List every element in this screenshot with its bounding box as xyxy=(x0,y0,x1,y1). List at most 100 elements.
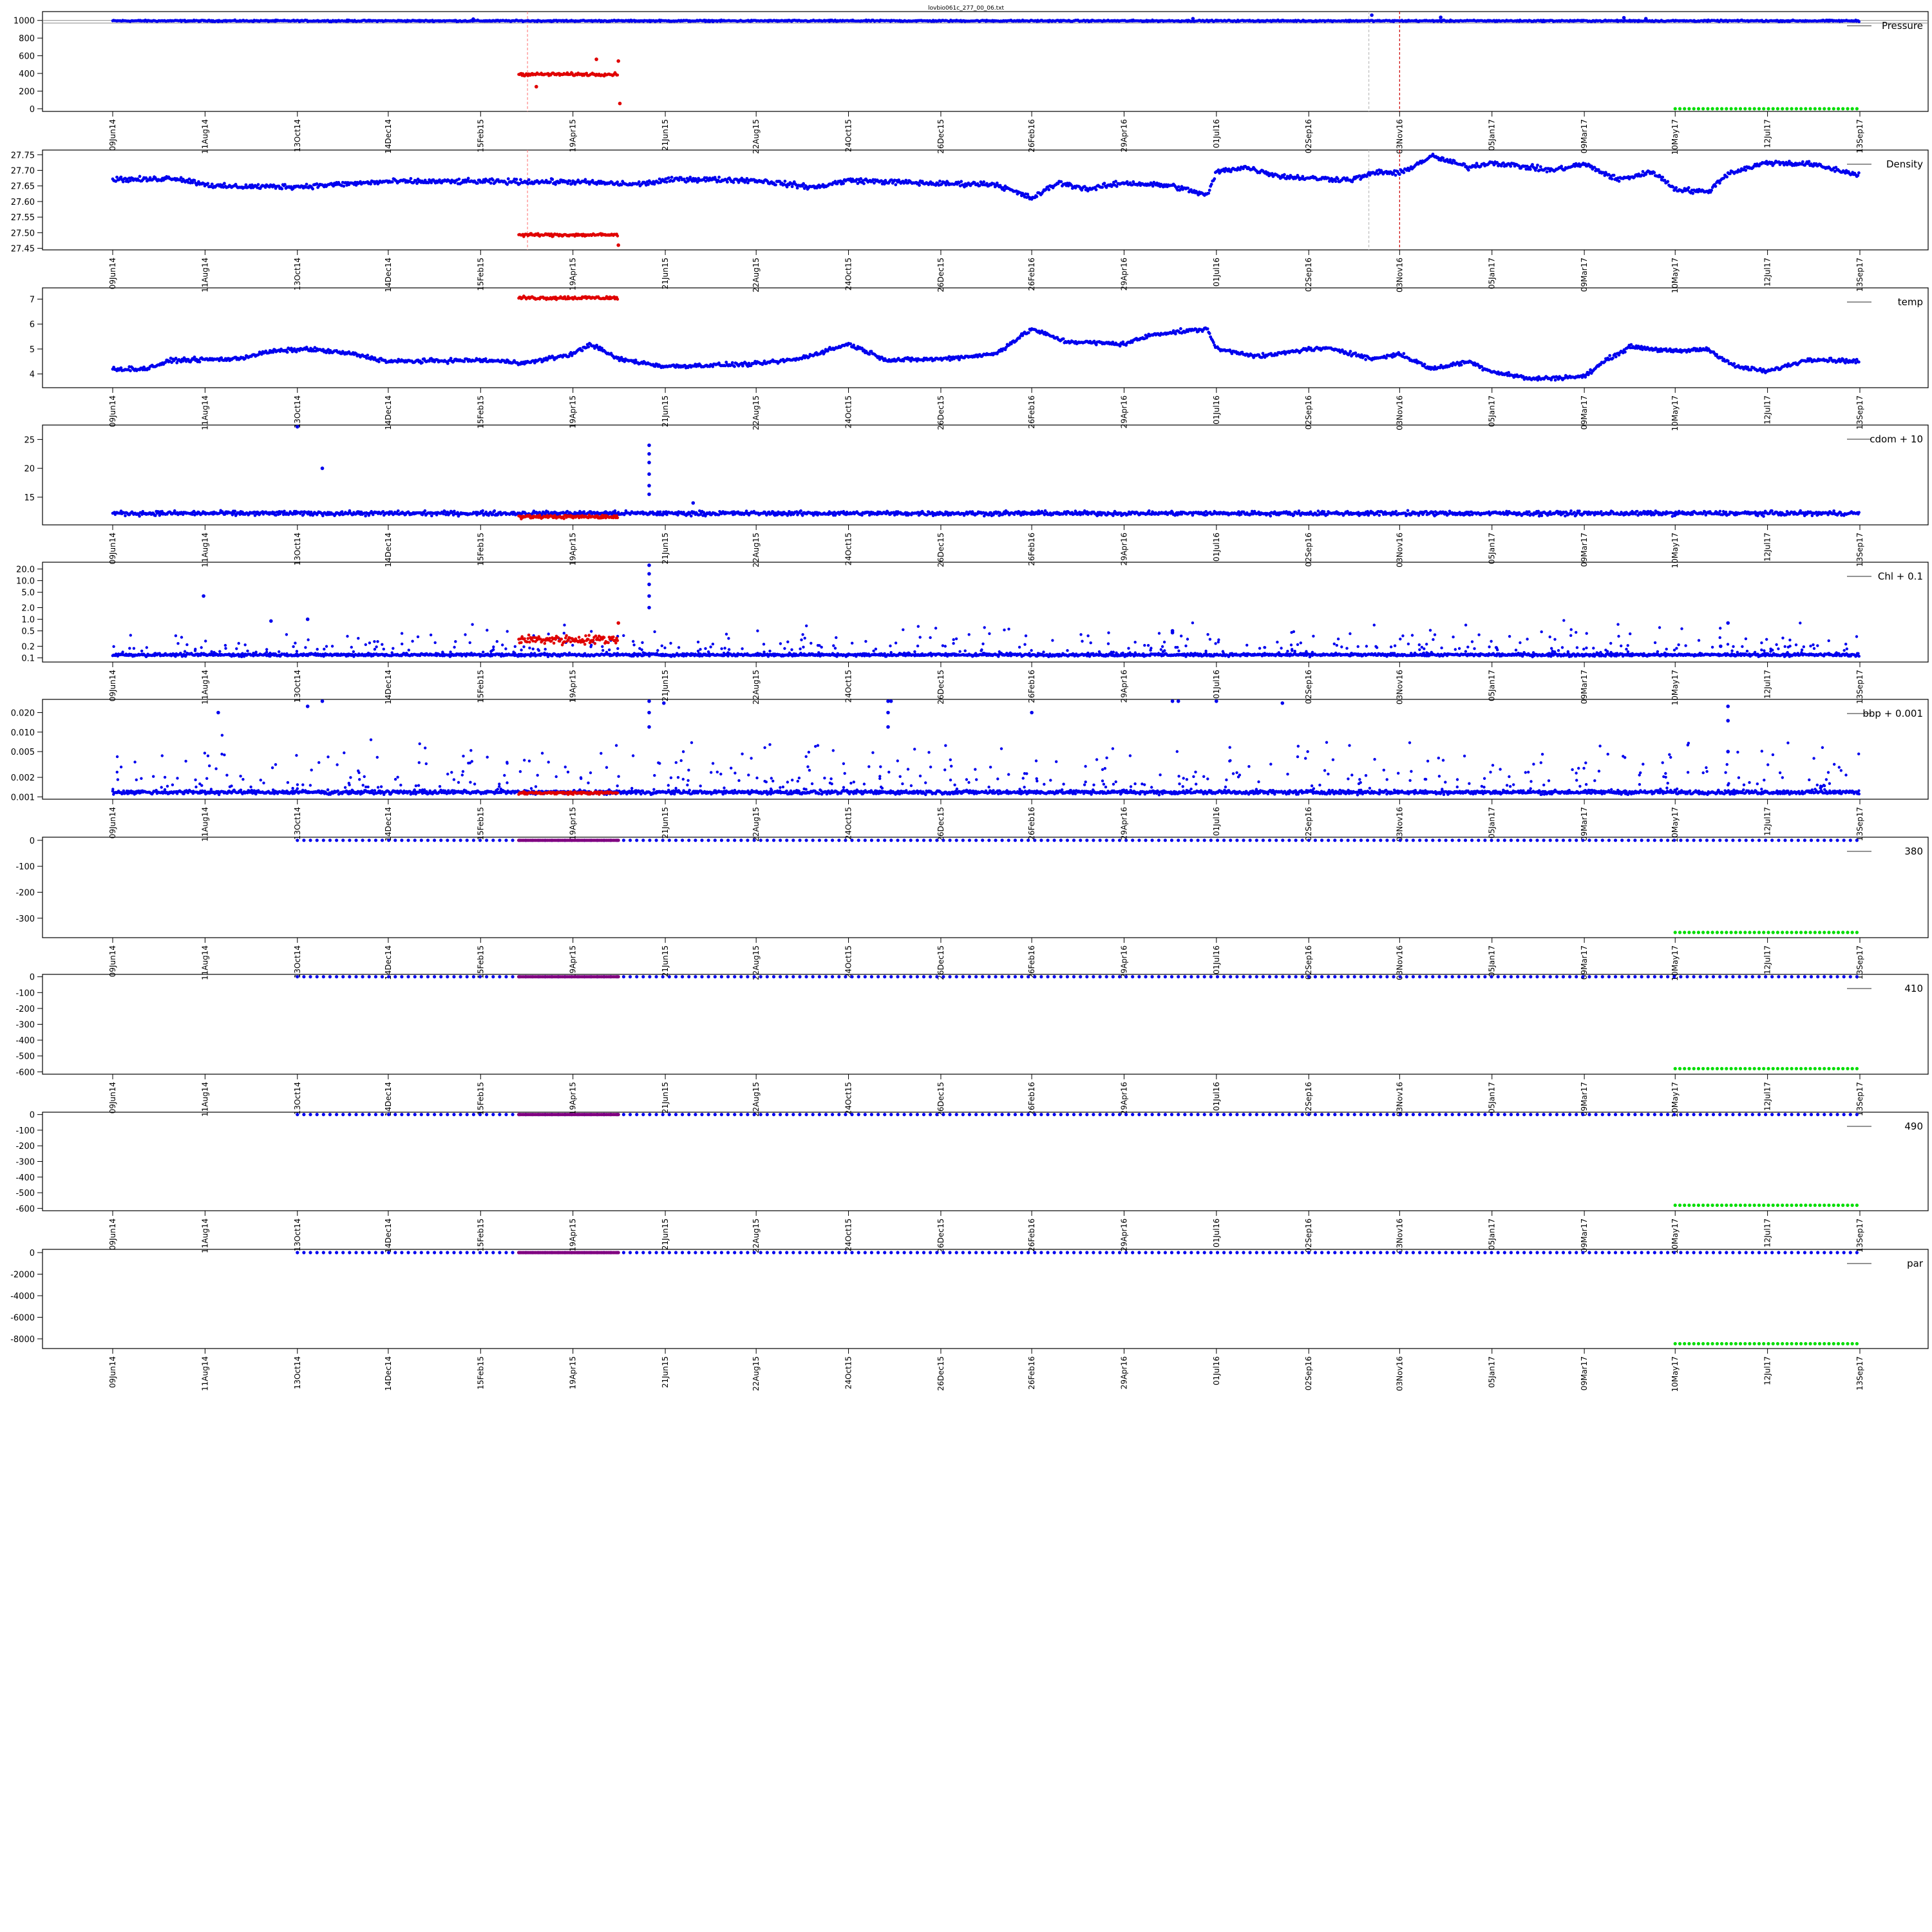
x-tick-label: 26Feb16 xyxy=(1027,119,1036,153)
y-tick-label: 600 xyxy=(19,52,35,62)
data-point xyxy=(1059,180,1063,184)
data-point xyxy=(1622,15,1626,20)
data-point xyxy=(1799,107,1803,111)
data-point xyxy=(1439,15,1443,19)
data-point xyxy=(867,352,871,356)
y-tick-label: 4 xyxy=(30,370,35,380)
x-tick-label: 13Sep17 xyxy=(1855,119,1864,153)
data-point xyxy=(369,182,372,186)
data-point xyxy=(1466,168,1470,172)
data-point xyxy=(1776,107,1779,111)
data-point xyxy=(193,178,196,182)
data-point xyxy=(1441,156,1445,160)
series xyxy=(111,153,1861,201)
data-point xyxy=(568,179,572,183)
data-point xyxy=(1528,167,1532,171)
data-point xyxy=(1687,107,1691,111)
data-point xyxy=(1725,107,1728,111)
x-tick-label: 03Nov16 xyxy=(1395,119,1404,154)
data-point xyxy=(1653,171,1656,175)
y-tick-label: 27.45 xyxy=(11,245,35,254)
data-point xyxy=(1094,188,1098,191)
data-point xyxy=(1857,20,1861,23)
x-tick-label: 29Apr16 xyxy=(1119,258,1128,290)
y-tick-label: 800 xyxy=(19,34,35,44)
x-tick-label: 19Apr15 xyxy=(569,119,578,152)
data-point xyxy=(1757,107,1761,111)
data-point xyxy=(852,343,855,347)
data-point xyxy=(616,59,620,63)
data-point xyxy=(795,186,799,190)
data-point xyxy=(733,365,736,368)
data-point xyxy=(1836,107,1841,111)
data-point xyxy=(1804,107,1808,111)
data-point xyxy=(1666,180,1670,184)
x-tick-label: 02Sep16 xyxy=(1304,119,1313,153)
legend-label: temp xyxy=(1898,296,1923,308)
x-tick-label: 24Oct15 xyxy=(844,119,853,152)
data-point xyxy=(1696,107,1700,111)
x-tick-label: 15Feb15 xyxy=(476,119,485,153)
data-point xyxy=(790,185,794,189)
data-point xyxy=(1808,107,1812,111)
data-point xyxy=(198,360,202,364)
panel-frame xyxy=(42,287,1929,388)
data-point xyxy=(1846,107,1850,111)
data-point xyxy=(1047,188,1051,191)
data-point xyxy=(1743,107,1747,111)
data-point xyxy=(616,234,620,238)
data-point xyxy=(283,183,287,186)
x-tick-label: 14Dec14 xyxy=(384,119,393,154)
data-point xyxy=(390,180,394,184)
data-point xyxy=(409,176,413,180)
data-point xyxy=(849,342,853,346)
data-point xyxy=(491,178,495,182)
data-point xyxy=(1026,193,1030,196)
data-point xyxy=(1781,107,1785,111)
data-point xyxy=(670,175,674,179)
data-point xyxy=(730,361,734,365)
x-tick-label: 14Dec14 xyxy=(384,258,393,292)
data-point xyxy=(1213,177,1217,181)
data-point xyxy=(1617,180,1621,183)
x-tick-label: 29Apr16 xyxy=(1119,119,1128,152)
data-point xyxy=(1818,107,1822,111)
data-point xyxy=(554,182,557,186)
x-tick-label: 01Jul16 xyxy=(1212,258,1221,287)
data-point xyxy=(1450,161,1454,165)
data-point xyxy=(1207,191,1211,195)
data-point xyxy=(1766,107,1770,111)
data-point xyxy=(519,178,522,182)
x-tick-label: 24Oct15 xyxy=(844,395,853,428)
data-point xyxy=(1706,107,1710,111)
data-point xyxy=(1674,186,1678,189)
data-point xyxy=(1612,173,1616,177)
data-point xyxy=(1748,107,1752,111)
y-tick-label: 27.65 xyxy=(11,182,35,192)
data-point xyxy=(1823,107,1826,111)
x-tick-label: 03Nov16 xyxy=(1395,258,1404,292)
x-tick-label: 24Oct15 xyxy=(844,258,853,290)
legend-label: Density xyxy=(1886,158,1923,170)
data-point xyxy=(594,57,598,61)
data-point xyxy=(223,182,226,185)
data-point xyxy=(311,187,314,191)
data-point xyxy=(1691,191,1695,195)
x-tick-label: 12Jul17 xyxy=(1763,395,1772,424)
data-point xyxy=(1673,107,1677,111)
data-point xyxy=(1208,189,1211,192)
x-tick-label: 22Aug15 xyxy=(752,119,761,154)
data-point xyxy=(1857,171,1861,175)
x-tick-label: 21Jun15 xyxy=(661,395,670,427)
y-tick-label: 7 xyxy=(30,295,35,305)
data-point xyxy=(527,178,531,182)
x-tick-label: 13Oct14 xyxy=(293,395,302,428)
data-point xyxy=(1725,175,1729,179)
x-tick-label: 09Jun14 xyxy=(108,258,117,289)
data-point xyxy=(1794,107,1798,111)
data-point xyxy=(1714,184,1718,188)
data-point xyxy=(616,243,620,247)
data-point xyxy=(1397,173,1401,176)
data-point xyxy=(549,180,552,184)
